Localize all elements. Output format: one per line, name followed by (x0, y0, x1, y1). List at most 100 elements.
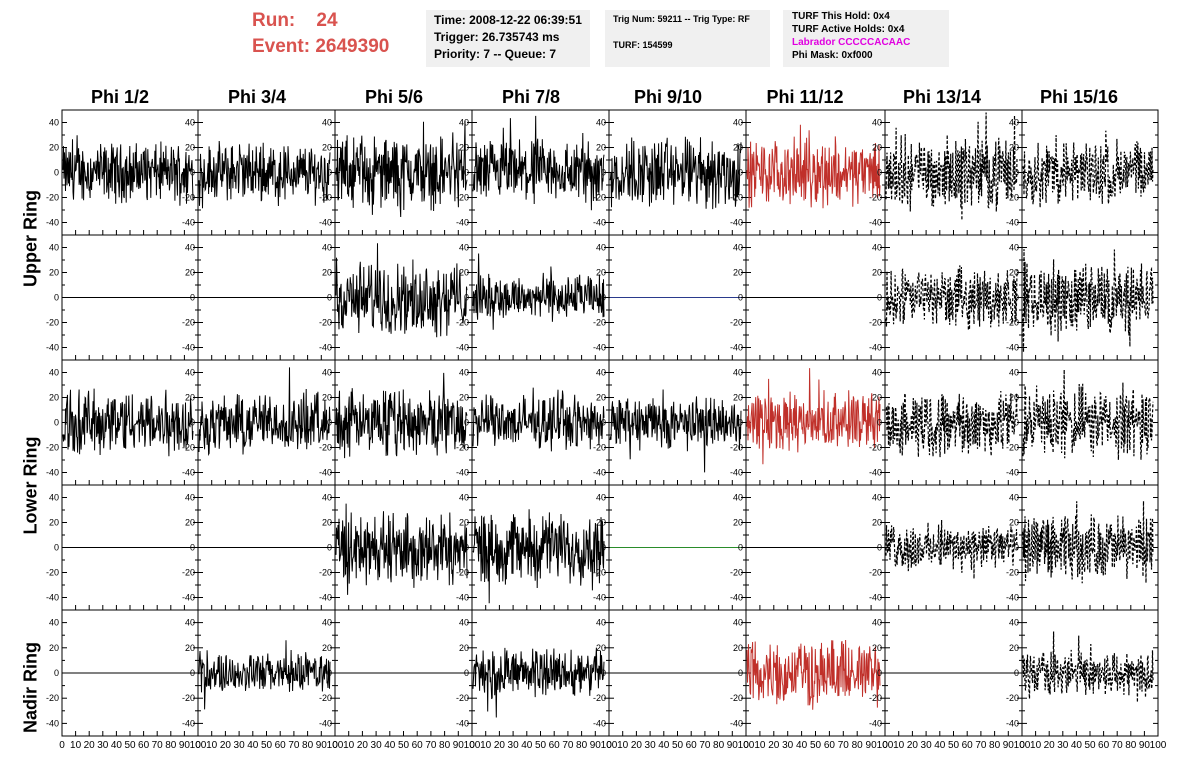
x-tick-label: 10 (343, 740, 355, 751)
y-tick-label: 20 (185, 143, 195, 153)
x-tick-label: 40 (658, 740, 670, 751)
y-tick-label: -20 (46, 318, 59, 328)
panel-r2-c5: 40 20 0 -20 -40 (593, 234, 747, 361)
waveform-trace (885, 265, 1018, 331)
y-tick-label: 20 (49, 143, 59, 153)
y-tick-label: 20 (596, 143, 606, 153)
y-tick-label: -20 (730, 443, 743, 453)
y-tick-label: -20 (869, 568, 882, 578)
waveform-trace (1022, 249, 1154, 353)
panel-r4-c5: 40 20 0 -20 -40 (593, 484, 747, 611)
y-tick-label: 0 (877, 293, 882, 303)
x-tick-label: 70 (425, 740, 437, 751)
y-tick-label: -40 (730, 218, 743, 228)
y-tick-label: 20 (322, 518, 332, 528)
x-tick-label: 50 (535, 740, 547, 751)
panel-r4-c8: 40 20 0 -20 -40 (1006, 484, 1159, 611)
y-tick-label: -20 (1006, 193, 1019, 203)
y-tick-label: -40 (869, 468, 882, 478)
y-tick-label: -20 (593, 193, 606, 203)
y-tick-label: -20 (869, 318, 882, 328)
y-tick-label: -20 (319, 318, 332, 328)
x-tick-label: 70 (288, 740, 300, 751)
y-tick-label: 0 (877, 543, 882, 553)
y-tick-label: -40 (593, 593, 606, 603)
panel-r3-c5: 40 20 0 -20 -40 (593, 359, 747, 486)
panel-r3-c6: 40 20 0 -20 -40 (730, 359, 886, 486)
y-tick-label: 20 (872, 393, 882, 403)
run-label: Run: (252, 10, 296, 31)
waveform-trace (746, 124, 881, 209)
y-tick-label: -20 (182, 693, 195, 703)
y-tick-label: -20 (456, 568, 469, 578)
y-tick-label: -20 (46, 693, 59, 703)
panel-r2-c4: 40 20 0 -20 -40 (456, 234, 610, 361)
x-tick-label: 0 (59, 740, 65, 751)
y-tick-label: -20 (46, 193, 59, 203)
waveform-trace (885, 390, 1018, 458)
phi-label-9-10: Phi 9/10 (633, 87, 703, 107)
turf-info-box: TURF This Hold: 0x4 TURF Active Holds: 0… (783, 10, 949, 67)
x-tick-label: 90 (179, 740, 191, 751)
y-tick-label: 0 (327, 293, 332, 303)
y-tick-label: -20 (730, 318, 743, 328)
y-tick-label: 0 (464, 168, 469, 178)
y-tick-label: -20 (1006, 443, 1019, 453)
panel-r4-c2: 40 20 0 -20 -40 (182, 484, 336, 611)
y-tick-label: -40 (730, 343, 743, 353)
y-tick-label: 20 (459, 268, 469, 278)
panel-r2-c1: 40 20 0 -20 -40 (46, 234, 199, 361)
x-tick-label: 20 (631, 740, 643, 751)
y-tick-label: -20 (1006, 693, 1019, 703)
y-tick-label: -40 (1006, 468, 1019, 478)
y-tick-label: 0 (877, 418, 882, 428)
y-tick-label: 20 (49, 643, 59, 653)
x-tick-label: 60 (686, 740, 698, 751)
run-value: 24 (316, 10, 338, 31)
y-tick-label: -20 (593, 318, 606, 328)
y-tick-label: 20 (733, 518, 743, 528)
x-tick-label: 10 (1030, 740, 1042, 751)
y-tick-label: 20 (733, 643, 743, 653)
x-tick-label: 20 (220, 740, 232, 751)
y-tick-label: 0 (738, 293, 743, 303)
phi-label-15-16: Phi 15/16 (1039, 87, 1119, 107)
panel-r5-c3: 40 20 0 -20 -40 (319, 609, 473, 737)
panel-r5-c7: 40 20 0 -20 -40 (869, 609, 1023, 737)
x-tick-label: 100 (464, 740, 481, 751)
y-tick-label: -20 (319, 568, 332, 578)
y-tick-label: -20 (593, 693, 606, 703)
x-tick-label: 90 (590, 740, 602, 751)
x-tick-label: 70 (1112, 740, 1124, 751)
y-tick-label: 40 (1009, 118, 1019, 128)
x-tick-label: 70 (562, 740, 574, 751)
y-tick-label: 20 (872, 268, 882, 278)
y-tick-label: 20 (185, 518, 195, 528)
y-tick-label: 40 (185, 618, 195, 628)
x-tick-label: 40 (521, 740, 533, 751)
turf-hold-line: TURF This Hold: 0x4 (792, 11, 890, 22)
y-tick-label: 40 (1009, 493, 1019, 503)
y-tick-label: -20 (456, 693, 469, 703)
labrador-line: Labrador CCCCCACAAC (792, 37, 911, 48)
x-tick-label: 10 (754, 740, 766, 751)
x-tick-label: 0 (1019, 740, 1025, 751)
phi-label-1-2: Phi 1/2 (90, 87, 150, 107)
y-tick-label: -20 (182, 318, 195, 328)
panel-r5-c4: 40 20 0 -20 -40 (456, 609, 610, 737)
turf-line: TURF: 154599 (613, 40, 673, 50)
waveform-trace (746, 639, 881, 710)
y-tick-label: 40 (596, 368, 606, 378)
panel-r2-c7: 40 20 0 -20 -40 (869, 234, 1023, 361)
y-tick-label: 40 (872, 618, 882, 628)
y-tick-label: -40 (182, 218, 195, 228)
x-tick-label: 10 (70, 740, 82, 751)
x-tick-label: 70 (699, 740, 711, 751)
panel-r3-c8: 40 20 0 -20 -40 (1006, 359, 1159, 486)
y-tick-label: -40 (46, 468, 59, 478)
x-tick-label: 30 (508, 740, 520, 751)
y-tick-label: -40 (869, 593, 882, 603)
y-tick-label: 20 (596, 518, 606, 528)
y-tick-label: 40 (49, 368, 59, 378)
x-tick-label: 80 (852, 740, 864, 751)
